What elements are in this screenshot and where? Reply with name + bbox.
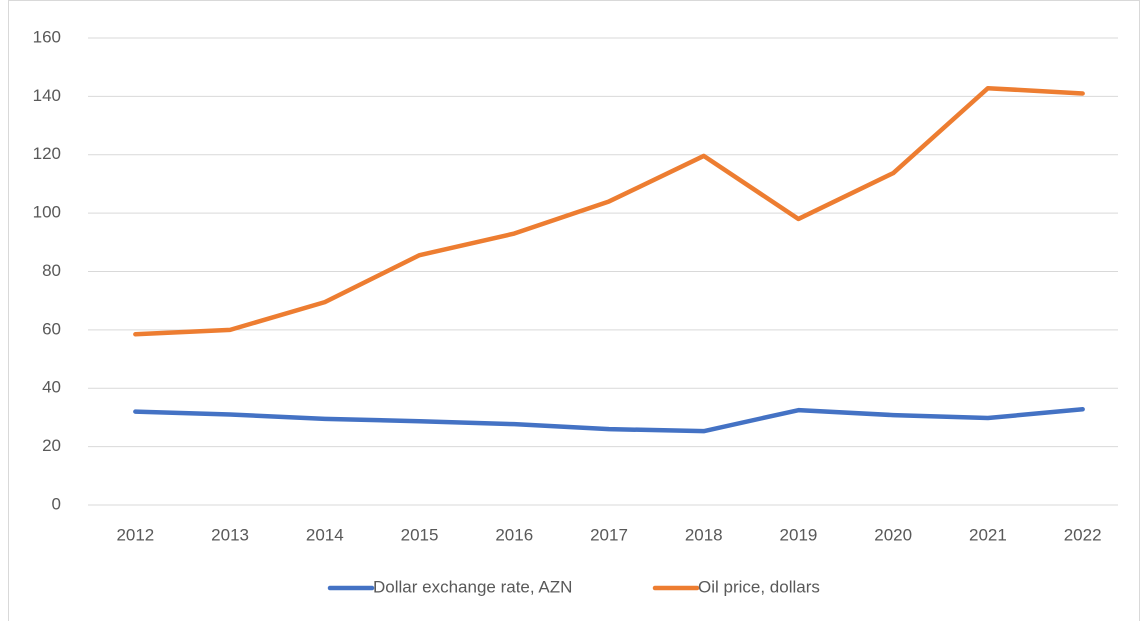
- y-tick-label: 140: [33, 86, 61, 105]
- x-tick-label: 2016: [495, 525, 533, 544]
- y-tick-label: 0: [52, 494, 61, 513]
- y-tick-label: 120: [33, 144, 61, 163]
- x-tick-label: 2021: [969, 525, 1007, 544]
- y-tick-label: 80: [42, 261, 61, 280]
- x-tick-label: 2014: [306, 525, 344, 544]
- y-tick-label: 40: [42, 378, 61, 397]
- x-tick-label: 2013: [211, 525, 249, 544]
- x-tick-label: 2018: [685, 525, 723, 544]
- x-tick-label: 2015: [401, 525, 439, 544]
- series-line: [133, 407, 1085, 434]
- chart-frame: [8, 0, 1140, 621]
- y-tick-label: 100: [33, 203, 61, 222]
- x-tick-label: 2017: [590, 525, 628, 544]
- y-tick-label: 60: [42, 319, 61, 338]
- x-tick-label: 2022: [1064, 525, 1102, 544]
- x-tick-label: 2020: [874, 525, 912, 544]
- legend-label: Dollar exchange rate, AZN: [373, 577, 572, 596]
- legend-label: Oil price, dollars: [698, 577, 820, 596]
- y-tick-label: 160: [33, 27, 61, 46]
- series-line: [133, 85, 1085, 337]
- y-tick-label: 20: [42, 436, 61, 455]
- x-tick-label: 2012: [116, 525, 154, 544]
- x-tick-label: 2019: [780, 525, 818, 544]
